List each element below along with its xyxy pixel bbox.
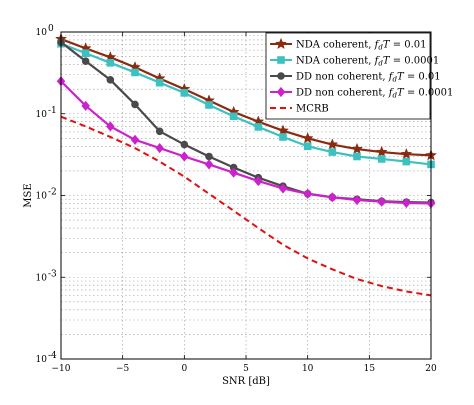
data-point-diamond	[303, 188, 312, 199]
y-tick-label: 10	[36, 28, 48, 38]
legend-label: NDA coherent, fdT = 0.01	[296, 40, 427, 52]
data-point-square	[277, 56, 285, 64]
data-point-square	[254, 123, 263, 131]
series-2	[57, 39, 435, 169]
data-point-circle	[155, 127, 164, 136]
data-point-square	[205, 101, 213, 109]
x-tick-label: 5	[243, 364, 249, 374]
legend-entry: NDA coherent, fdT = 0.01	[270, 37, 427, 52]
x-tick-label: 20	[425, 364, 437, 374]
data-point-diamond	[204, 159, 214, 170]
x-tick-label: −10	[52, 364, 71, 374]
data-point-star	[301, 132, 314, 144]
data-point-square	[402, 157, 411, 166]
data-point-square	[377, 155, 386, 163]
series-layer	[55, 32, 437, 297]
legend-entry: DD non coherent, fdT = 0.0001	[270, 86, 453, 100]
data-point-circle	[131, 100, 139, 109]
legend-label: NDA coherent, fdT = 0.0001	[296, 56, 439, 68]
data-point-diamond	[254, 176, 263, 187]
data-point-circle	[106, 76, 115, 84]
data-point-square	[81, 49, 90, 58]
data-point-circle	[81, 57, 90, 65]
y-tick-label: 10	[36, 110, 48, 120]
x-tick-label: 0	[181, 364, 187, 374]
data-point-star	[326, 138, 339, 150]
data-point-star	[400, 147, 413, 160]
data-point-square	[155, 78, 164, 87]
data-point-circle	[205, 152, 213, 161]
x-axis-title: SNR [dB]	[222, 376, 270, 387]
data-point-square	[106, 58, 115, 67]
data-point-circle	[180, 140, 189, 149]
data-point-diamond	[130, 134, 140, 145]
data-point-diamond	[402, 197, 411, 209]
series-line	[60, 42, 432, 166]
legend-label: MCRB	[296, 104, 329, 115]
data-point-square	[279, 133, 287, 141]
x-tick-label: −5	[116, 364, 130, 374]
data-point-square	[131, 68, 139, 77]
data-point-circle	[277, 72, 285, 80]
y-tick-label: 10	[36, 273, 48, 283]
legend-entry: NDA coherent, fdT = 0.0001	[270, 56, 439, 68]
y-tick-label: 10	[36, 355, 48, 365]
legend: NDA coherent, fdT = 0.01 NDA coherent, fd…	[265, 32, 453, 120]
data-point-square	[180, 89, 189, 97]
data-point-diamond	[180, 151, 189, 162]
legend-label: DD non coherent, fdT = 0.0001	[296, 88, 453, 100]
y-tick-label: 10	[36, 192, 48, 202]
data-point-diamond	[276, 86, 286, 98]
data-point-diamond	[328, 192, 337, 203]
data-point-star	[375, 145, 388, 158]
data-point-square	[229, 112, 238, 121]
y-tick-label-exponent: -4	[48, 351, 57, 361]
y-axis-title: MSE	[23, 183, 34, 207]
legend-entry: DD non coherent, fdT = 0.01	[270, 72, 441, 84]
data-point-diamond	[81, 100, 90, 111]
series-line	[60, 115, 432, 297]
data-point-star	[275, 37, 287, 50]
data-point-diamond	[106, 121, 115, 132]
y-tick-label-exponent: -2	[48, 188, 57, 198]
data-point-star	[351, 142, 363, 155]
legend-box	[265, 32, 431, 120]
data-point-diamond	[377, 196, 386, 207]
data-point-square	[303, 142, 312, 151]
series-1	[55, 32, 437, 161]
data-point-diamond	[229, 167, 238, 178]
y-tick-label-exponent: 0	[48, 24, 54, 34]
data-point-square	[353, 152, 361, 161]
data-point-diamond	[155, 143, 164, 154]
legend-label: DD non coherent, fdT = 0.01	[296, 72, 441, 84]
x-tick-label: 10	[302, 364, 314, 374]
series-4	[56, 76, 436, 209]
series-line	[60, 80, 432, 205]
x-tick-label: 15	[364, 364, 376, 374]
series-line	[60, 38, 432, 157]
data-point-diamond	[352, 194, 362, 206]
data-point-diamond	[278, 183, 288, 194]
y-tick-label-exponent: -3	[48, 269, 57, 279]
data-point-square	[328, 148, 337, 156]
y-tick-label-exponent: -1	[48, 106, 57, 116]
legend-entry: MCRB	[270, 104, 329, 115]
series-5	[60, 115, 432, 297]
data-point-star	[277, 124, 289, 136]
